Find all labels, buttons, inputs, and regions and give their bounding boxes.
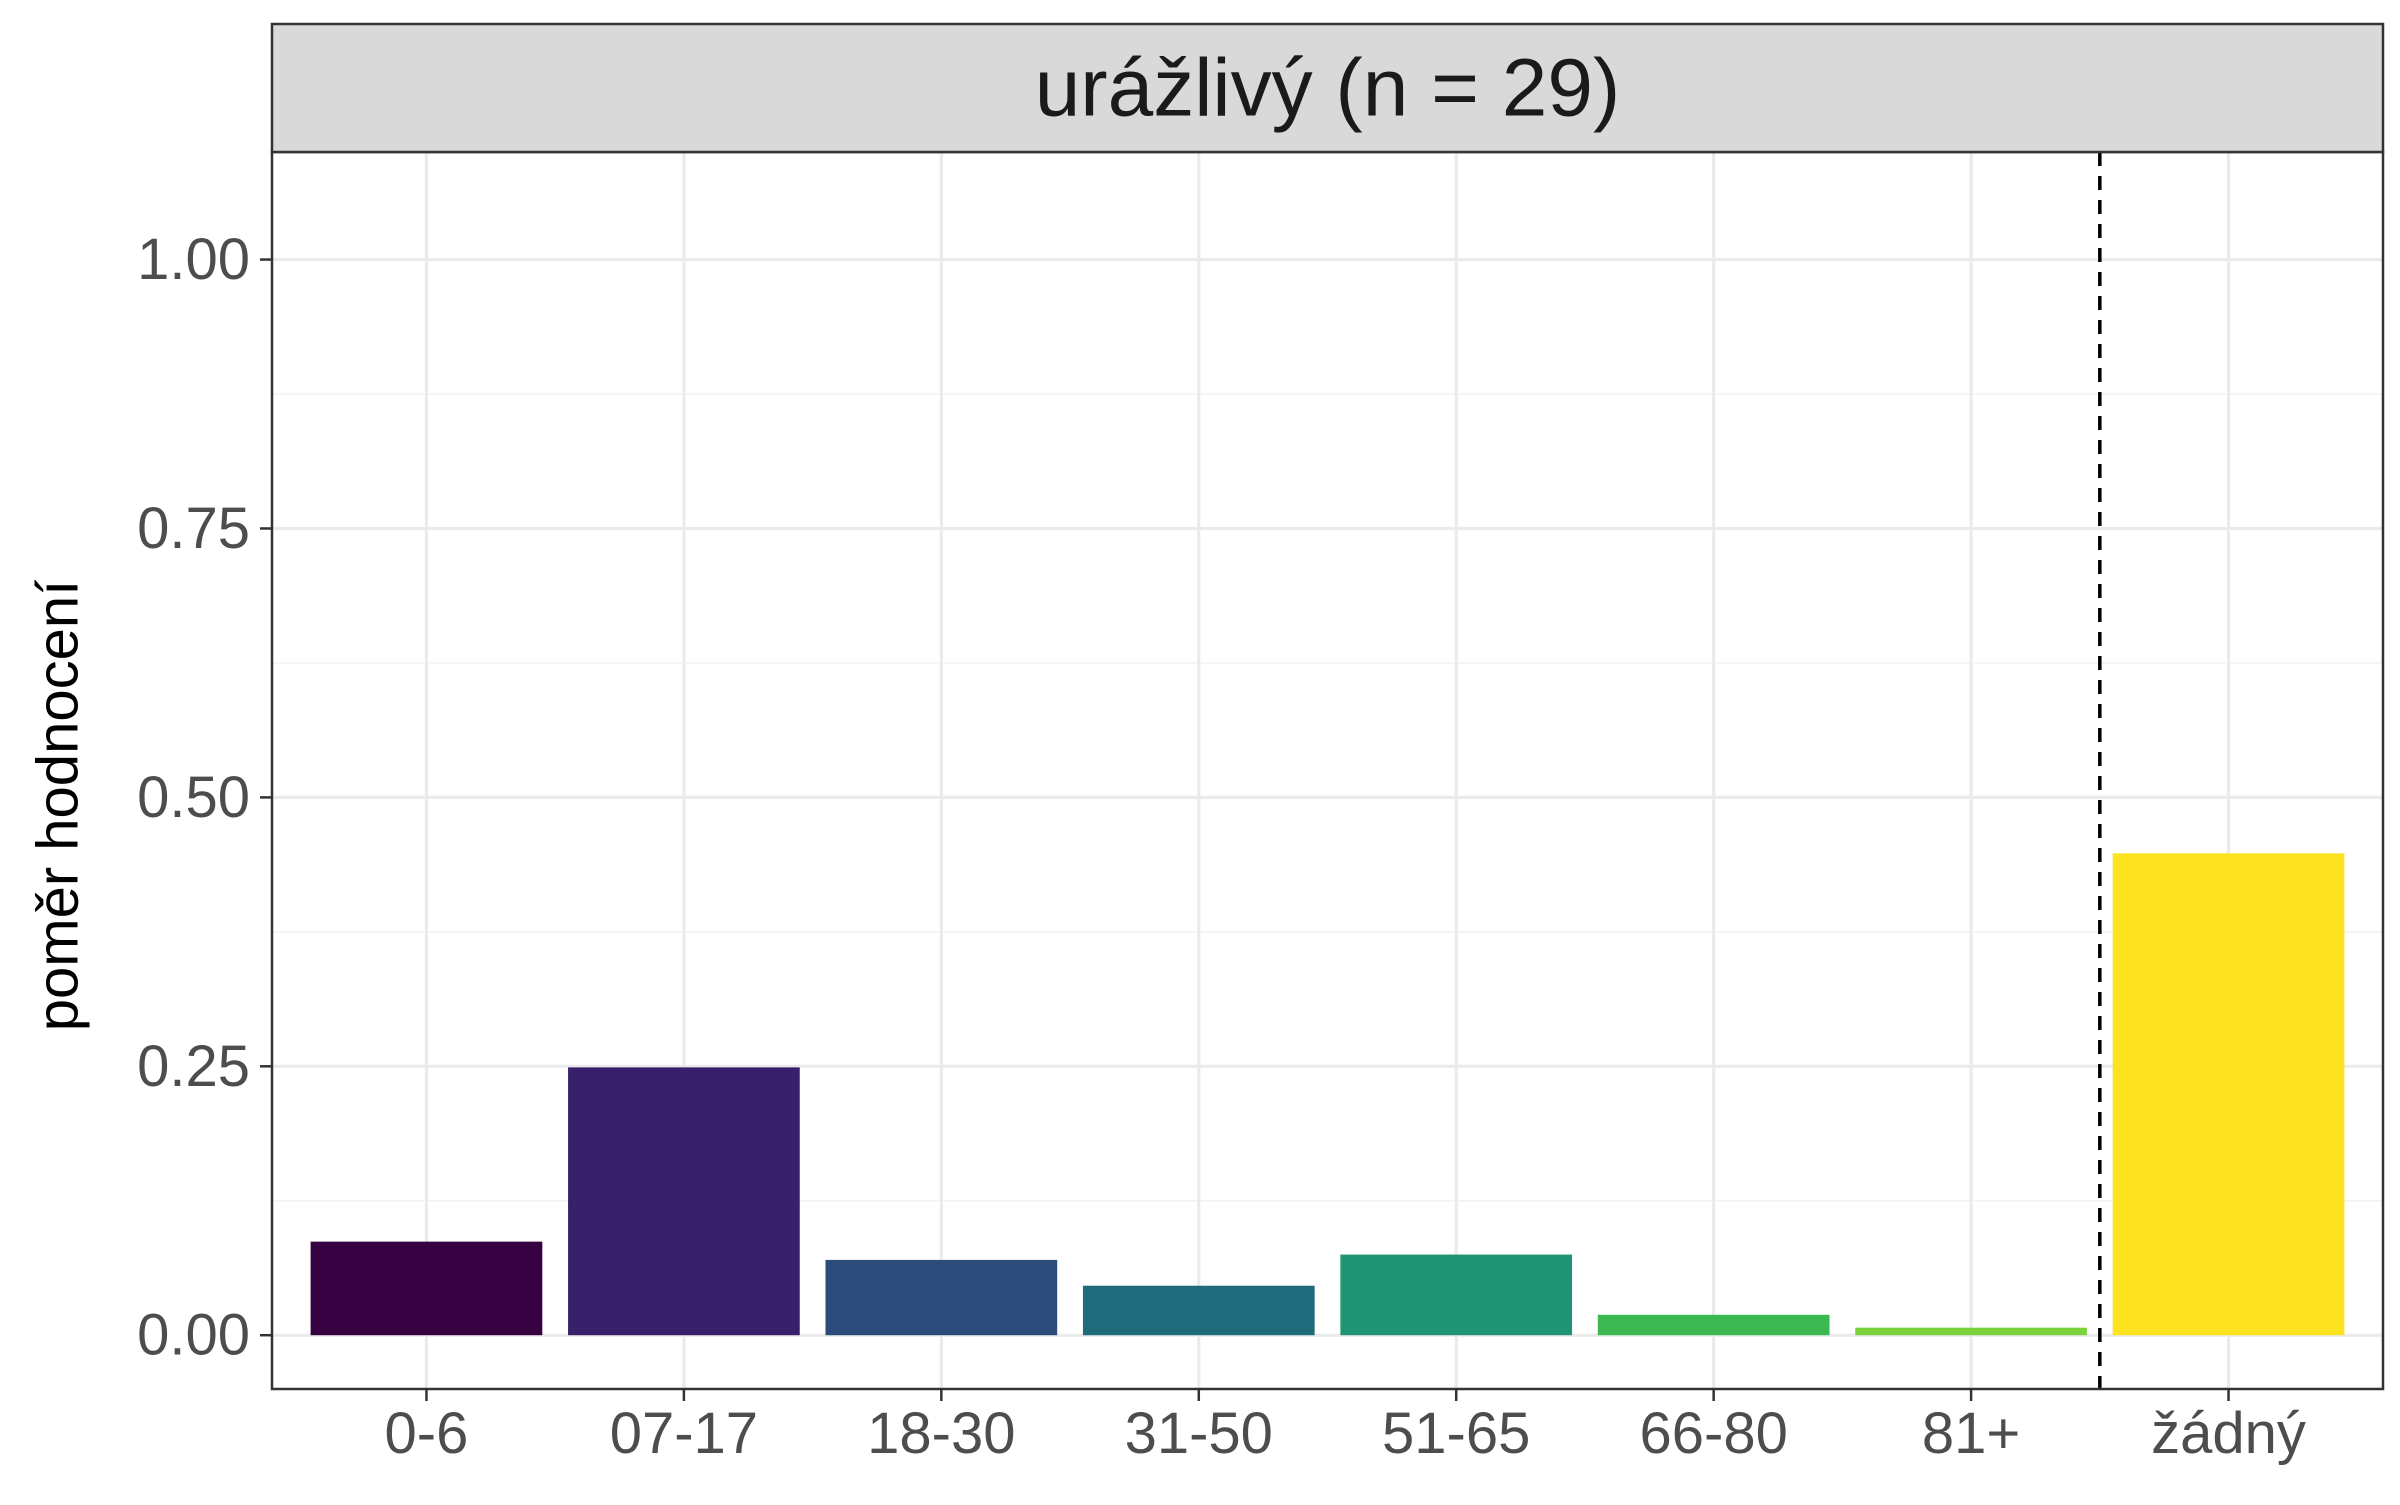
x-tick-label: 66-80: [1639, 1401, 1787, 1466]
bar-18-30: [825, 1259, 1058, 1336]
bar-layer: [310, 853, 2345, 1336]
x-tick-label: 31-50: [1125, 1401, 1273, 1466]
bar-66-80: [1597, 1314, 1830, 1336]
bar-81+: [1855, 1327, 2087, 1336]
x-tick-label: 81+: [1922, 1401, 2020, 1466]
y-axis-title: poměr hodnocení: [26, 580, 91, 1031]
y-tick-label: 0.75: [137, 496, 250, 561]
x-tick-label: 0-6: [385, 1401, 469, 1466]
y-tick-label: 0.00: [137, 1303, 250, 1368]
bar-51-65: [1340, 1254, 1573, 1336]
bar-žádný: [2112, 853, 2345, 1336]
facet-strip: [270, 22, 2385, 154]
bar-07-17: [568, 1067, 800, 1336]
x-tick-label: žádný: [2151, 1401, 2306, 1466]
x-tick-label: 18-30: [867, 1401, 1015, 1466]
x-tick-label: 51-65: [1382, 1401, 1530, 1466]
y-tick-label: 0.50: [137, 765, 250, 830]
y-axis: 0.00 0.25 0.50 0.75 1.00: [137, 227, 272, 1368]
y-tick-label: 1.00: [137, 227, 250, 292]
bar-0-6: [310, 1241, 543, 1336]
y-tick-label: 0.25: [137, 1034, 250, 1099]
x-tick-label: 07-17: [610, 1401, 758, 1466]
bar-31-50: [1082, 1285, 1315, 1336]
facet-title: urážlivý (n = 29): [1035, 43, 1621, 134]
x-axis: 0-6 07-17 18-30 31-50 51-65 66-80 81+ žádný: [385, 1389, 2306, 1466]
